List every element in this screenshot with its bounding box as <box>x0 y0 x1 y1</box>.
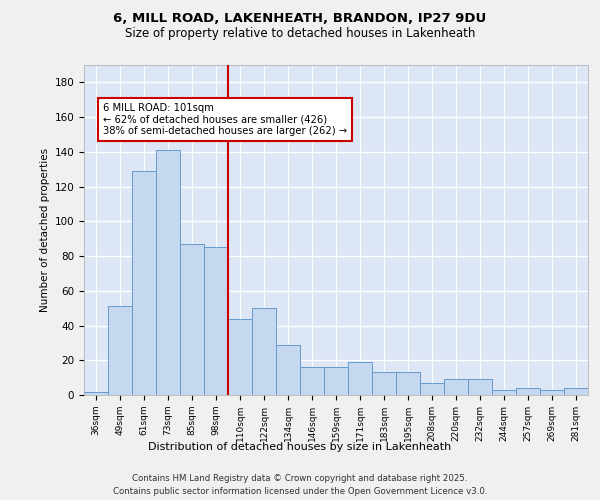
Bar <box>444 380 468 395</box>
Bar <box>108 306 132 395</box>
Text: Contains public sector information licensed under the Open Government Licence v3: Contains public sector information licen… <box>113 488 487 496</box>
Bar <box>540 390 564 395</box>
Bar <box>348 362 372 395</box>
Bar <box>228 318 252 395</box>
Bar <box>492 390 516 395</box>
Bar <box>516 388 540 395</box>
Bar <box>252 308 276 395</box>
Bar <box>564 388 588 395</box>
Text: Size of property relative to detached houses in Lakenheath: Size of property relative to detached ho… <box>125 28 475 40</box>
Bar <box>468 380 492 395</box>
Text: 6 MILL ROAD: 101sqm
← 62% of detached houses are smaller (426)
38% of semi-detac: 6 MILL ROAD: 101sqm ← 62% of detached ho… <box>103 103 347 136</box>
Bar <box>156 150 180 395</box>
Bar <box>420 383 444 395</box>
Bar <box>300 367 324 395</box>
Bar <box>180 244 204 395</box>
Text: 6, MILL ROAD, LAKENHEATH, BRANDON, IP27 9DU: 6, MILL ROAD, LAKENHEATH, BRANDON, IP27 … <box>113 12 487 26</box>
Bar <box>276 344 300 395</box>
Bar <box>204 248 228 395</box>
Bar <box>372 372 396 395</box>
Text: Contains HM Land Registry data © Crown copyright and database right 2025.: Contains HM Land Registry data © Crown c… <box>132 474 468 483</box>
Bar <box>396 372 420 395</box>
Text: Distribution of detached houses by size in Lakenheath: Distribution of detached houses by size … <box>148 442 452 452</box>
Bar <box>132 171 156 395</box>
Bar <box>324 367 348 395</box>
Y-axis label: Number of detached properties: Number of detached properties <box>40 148 50 312</box>
Bar <box>84 392 108 395</box>
